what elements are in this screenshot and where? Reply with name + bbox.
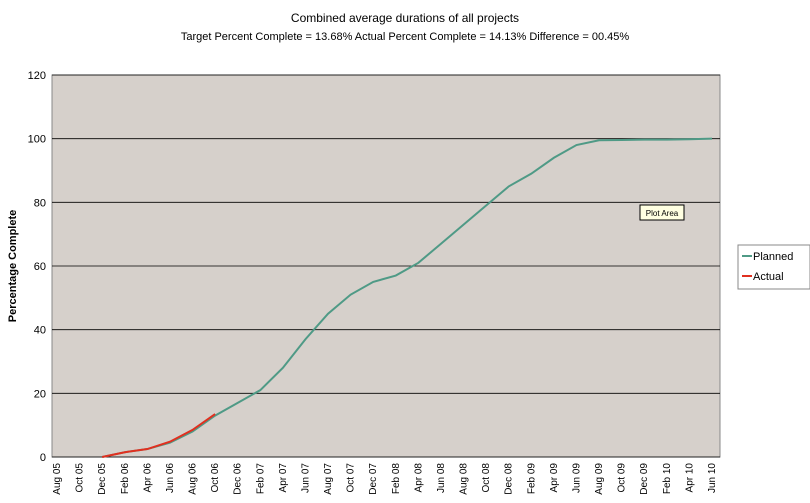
y-tick-label: 120: [28, 70, 46, 82]
x-tick-label: Feb 09: [526, 463, 537, 495]
legend-label: Actual: [753, 271, 784, 283]
x-tick-label: Aug 09: [594, 463, 605, 495]
x-tick-label: Oct 05: [75, 463, 86, 493]
x-tick-label: Dec 07: [368, 463, 379, 495]
x-tick-label: Apr 09: [549, 463, 560, 493]
x-tick-label: Jun 10: [707, 463, 718, 493]
x-tick-label: Aug 08: [459, 463, 470, 495]
x-tick-label: Jun 08: [436, 463, 447, 493]
x-tick-label: Oct 09: [617, 463, 628, 493]
x-tick-label: Dec 09: [639, 463, 650, 495]
y-tick-label: 40: [34, 325, 46, 337]
x-tick-label: Feb 07: [255, 463, 266, 495]
chart-subtitle: Target Percent Complete = 13.68% Actual …: [181, 31, 630, 43]
legend-label: Planned: [753, 251, 793, 263]
x-tick-label: Aug 07: [323, 463, 334, 495]
x-tick-label: Jun 06: [165, 463, 176, 493]
series-line: [101, 137, 713, 458]
x-tick-label: Oct 06: [210, 463, 221, 493]
x-tick-label: Apr 08: [413, 463, 424, 493]
chart-title: Combined average durations of all projec…: [291, 11, 519, 25]
x-tick-label: Apr 10: [684, 463, 695, 493]
x-tick-label: Dec 08: [504, 463, 515, 495]
x-tick-label: Apr 06: [142, 463, 153, 493]
y-tick-label: 80: [34, 197, 46, 209]
legend: [737, 244, 810, 290]
y-tick-label: 0: [40, 452, 46, 464]
x-tick-label: Feb 06: [120, 463, 131, 495]
tooltip-text: Plot Area: [646, 209, 679, 218]
x-tick-label: Aug 05: [52, 463, 63, 495]
x-tick-label: Jun 07: [300, 463, 311, 493]
y-tick-label: 100: [28, 134, 46, 146]
series-line: [101, 413, 216, 458]
x-tick-label: Feb 10: [662, 463, 673, 495]
x-tick-label: Apr 07: [278, 463, 289, 493]
x-tick-label: Oct 08: [481, 463, 492, 493]
x-tick-label: Aug 06: [188, 463, 199, 495]
x-tick-label: Jun 09: [571, 463, 582, 493]
y-tick-label: 60: [34, 261, 46, 273]
x-tick-label: Feb 08: [391, 463, 402, 495]
x-tick-label: Dec 05: [97, 463, 108, 495]
x-tick-label: Dec 06: [233, 463, 244, 495]
x-tick-label: Oct 07: [346, 463, 357, 493]
y-axis-label: Percentage Complete: [7, 210, 19, 322]
y-tick-label: 20: [34, 388, 46, 400]
tooltip: [639, 204, 685, 221]
